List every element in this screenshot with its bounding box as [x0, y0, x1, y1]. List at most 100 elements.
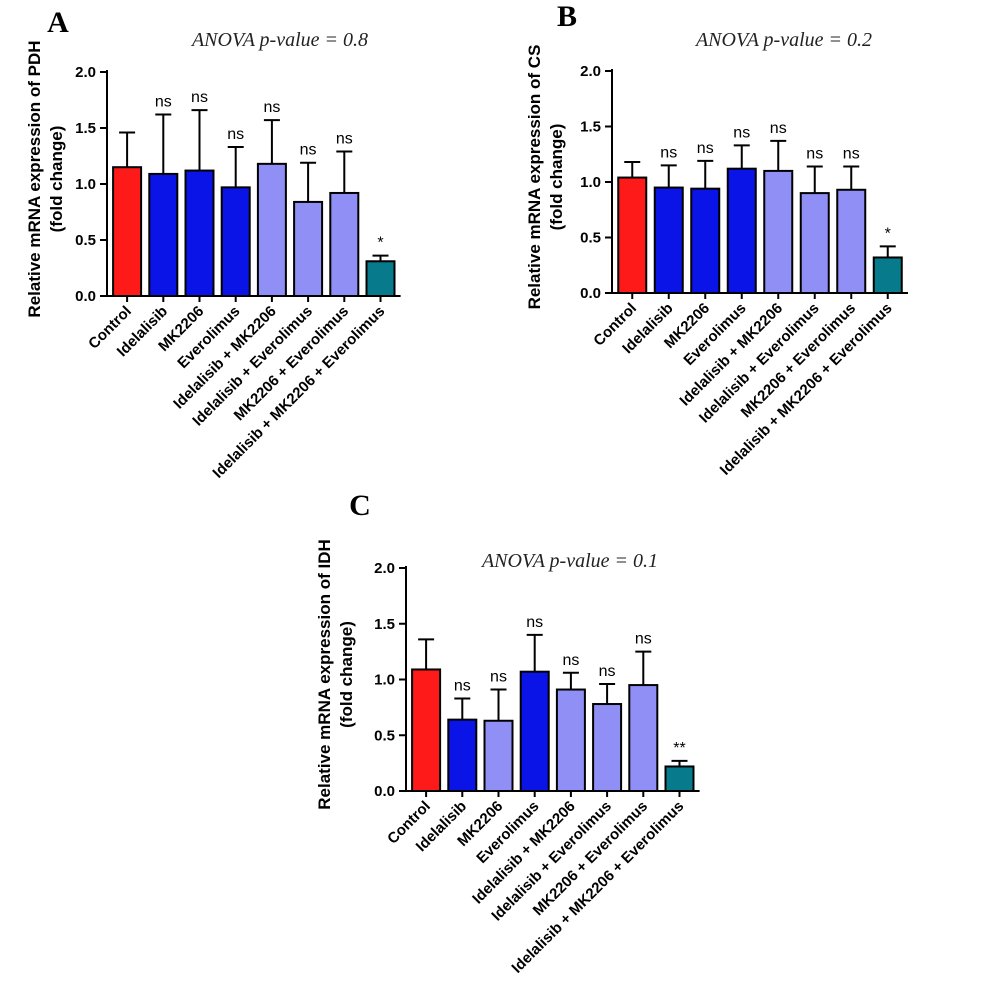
panel-b-bar [690, 187, 721, 294]
panel-a-error-bar [155, 113, 172, 174]
panel-a-bar [184, 169, 215, 297]
panel-c-y-axis-label: Relative mRNA expression of IDH (fold cha… [315, 539, 356, 810]
panel-b-title: ANOVA p-value = 0.2 [694, 29, 872, 51]
panel-a-error-bar [372, 254, 389, 262]
panel-b-bar [799, 192, 830, 295]
panel-c-bar [411, 668, 442, 793]
panel-a-significance-label: ns [336, 131, 353, 148]
panel-a-significance-label: ns [191, 89, 208, 106]
panel-a-error-bar [336, 150, 353, 193]
panel-a-error-bar [191, 109, 208, 171]
panel-a-y-tick-label: 2.0 [75, 64, 96, 81]
panel-a-y-axis-label: Relative mRNA expression of PDH (fold cha… [25, 40, 66, 317]
panel-a-y-axis-label-line: (fold change) [47, 126, 66, 233]
panel-b-error-bar [843, 165, 860, 190]
panel-c-error-bar [454, 697, 471, 720]
panel-b-y-tick-label: 1.0 [580, 174, 601, 191]
panel-a-bar [220, 186, 251, 297]
panel-a-y-tick-label: 0.5 [75, 232, 96, 249]
panel-c-y-tick-label: 1.0 [374, 672, 395, 689]
panel-c-error-bar [562, 671, 579, 690]
panel-c-error-bar [490, 688, 507, 721]
panel-a-bar [365, 260, 396, 297]
panel-b-y-tick-label: 0.0 [580, 285, 601, 302]
panel-c-significance-label: ns [635, 631, 652, 648]
panel-c-significance-label: ns [562, 652, 579, 669]
panel-b-significance-label: ns [806, 145, 823, 162]
panel-c-bar [447, 718, 478, 793]
panel-c-bar [519, 670, 550, 793]
panel-b-bar [726, 167, 757, 294]
panel-a-significance-label: ns [263, 99, 280, 116]
panel-a-error-bar [227, 146, 244, 188]
panel-c: C ANOVA p-value = 0.1 Relative mRNA expres… [315, 489, 700, 977]
panel-a-bar [329, 191, 360, 298]
panel-a-bar [148, 172, 179, 297]
panel-b-significance-label: ns [843, 145, 860, 162]
panel-a-y-tick-label: 0.0 [75, 288, 96, 305]
panel-c-title: ANOVA p-value = 0.1 [480, 550, 658, 572]
panel-c-y-tick-label: 1.5 [374, 616, 395, 633]
panel-b-y-axis-label-line: (fold change) [547, 124, 566, 231]
panel-a-bar [112, 166, 143, 297]
panel-c-bar [555, 688, 586, 792]
panel-c-bar [483, 719, 514, 793]
panel-a-error-bar [263, 119, 280, 164]
panel-c-y-tick-label: 0.5 [374, 727, 395, 744]
panel-a-bar [293, 200, 324, 297]
panel-a-significance-label: ns [300, 142, 317, 159]
panel-a-title: ANOVA p-value = 0.8 [190, 29, 368, 51]
panel-b-significance-label: ns [770, 120, 787, 137]
panel-b-error-bar [806, 165, 823, 194]
panel-b-significance-label: ns [733, 124, 750, 141]
panel-b-error-bar [660, 164, 677, 188]
panel-b-bar [617, 176, 648, 294]
panel-b-bar [763, 169, 794, 294]
panel-b-bar [653, 186, 684, 294]
panel-a-y-axis-label-line: Relative mRNA expression of PDH [25, 40, 44, 317]
panel-c-error-bar [526, 633, 543, 672]
panel-c-error-bar [671, 759, 688, 767]
panel-b-error-bar [733, 144, 750, 169]
panel-b-significance-label: * [885, 225, 891, 242]
panel-b-error-bar [624, 161, 641, 178]
panel-a-y-tick-label: 1.0 [75, 176, 96, 193]
panel-c-error-bar [418, 638, 435, 670]
panel-b-y-axis-label-line: Relative mRNA expression of CS [525, 45, 544, 310]
panel-c-y-tick-label: 2.0 [374, 560, 395, 577]
panel-b-error-bar [879, 245, 896, 258]
panel-c-error-bar [599, 682, 616, 705]
panel-b-y-axis-label: Relative mRNA expression of CS (fold chan… [525, 45, 566, 310]
panel-b: B ANOVA p-value = 0.2 Relative mRNA expres… [525, 0, 908, 479]
panel-a-error-bar [119, 131, 136, 168]
panel-c-significance-label: ns [526, 614, 543, 631]
panel-b-bar [836, 188, 867, 295]
panel-c-letter: C [349, 489, 371, 522]
panel-c-error-bar [635, 650, 652, 686]
panel-b-y-tick-label: 1.5 [580, 119, 601, 136]
panel-b-y-tick-label: 2.0 [580, 63, 601, 80]
panel-a-significance-label: ns [227, 126, 244, 143]
panel-a-significance-label: ns [155, 94, 172, 111]
panel-b-error-bar [770, 139, 787, 171]
panel-c-significance-label: ns [599, 663, 616, 680]
panel-b-error-bar [697, 159, 714, 189]
panel-c-significance-label: ns [454, 677, 471, 694]
panel-c-y-axis-label-line: (fold change) [337, 621, 356, 728]
panel-c-bar [628, 684, 659, 793]
panel-b-y-tick-label: 0.5 [580, 230, 601, 247]
panel-a-letter: A [47, 6, 69, 39]
panel-a-y-tick-label: 1.5 [75, 120, 96, 137]
panel-b-letter: B [557, 0, 577, 33]
panel-b-bar [872, 256, 903, 295]
panel-b-significance-label: ns [697, 140, 714, 157]
panel-c-significance-label: ** [673, 740, 685, 757]
panel-c-significance-label: ns [490, 669, 507, 686]
panel-c-bar [664, 765, 695, 792]
panel-c-y-axis-label-line: Relative mRNA expression of IDH [315, 539, 334, 810]
panel-a-significance-label: * [377, 235, 383, 252]
panel-a-bar [256, 162, 287, 297]
panel-b-significance-label: ns [660, 144, 677, 161]
panel-a: A ANOVA p-value = 0.8 Relative mRNA expres… [25, 6, 401, 482]
